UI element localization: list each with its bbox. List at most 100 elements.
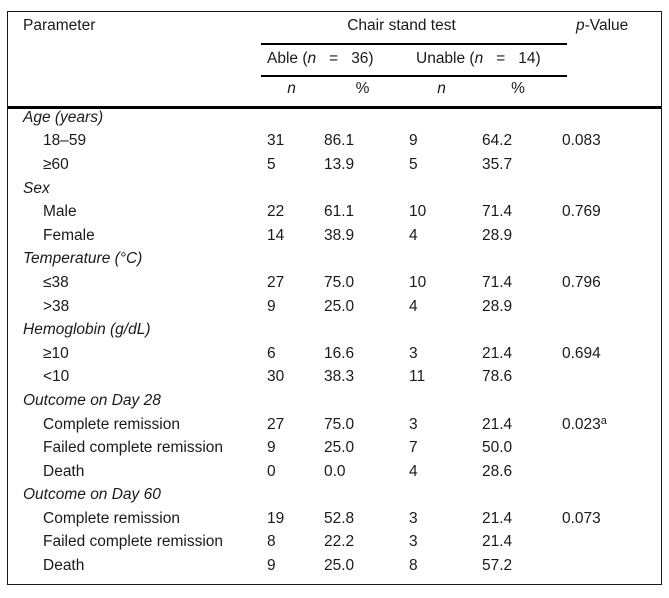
param-cell: ≥10 <box>43 344 69 362</box>
n-able-cell <box>254 389 311 413</box>
n-able-cell: 9 <box>267 557 276 575</box>
param-cell: Death <box>43 462 85 480</box>
pct-unable-cell: 28.9 <box>482 226 513 244</box>
param-cell: Age (years) <box>23 108 104 126</box>
unable-label: Unable ( <box>416 50 475 67</box>
table-row: Temperature (°C) <box>8 248 661 272</box>
n-unable-cell: 10 <box>409 273 427 291</box>
n-unable-subheader: n <box>437 79 446 97</box>
pct-able-cell: 38.3 <box>324 368 355 386</box>
n-unable-cell: 3 <box>409 509 418 527</box>
pvalue-text: 0.073 <box>562 509 601 527</box>
table-row: ≥60 5 13.9 5 35.7 <box>8 153 661 177</box>
n-able-cell: 9 <box>267 439 276 457</box>
pvalue-column-header: p-Value <box>549 12 661 106</box>
table-row: 18–59 31 86.1 9 64.2 0.083 <box>8 130 661 154</box>
param-cell: Failed complete remission <box>43 439 224 457</box>
param-cell: Female <box>43 226 95 244</box>
table-row: Outcome on Day 60 <box>8 484 661 508</box>
table-row: Complete remission 19 52.8 3 21.4 0.073 <box>8 507 661 531</box>
pct-able-cell: 22.2 <box>324 533 355 551</box>
table-row: >38 9 25.0 4 28.9 <box>8 295 661 319</box>
pct-unable-subheader: % <box>511 79 525 97</box>
pvalue-cell <box>549 389 661 413</box>
pvalue-p-symbol: p <box>576 17 585 34</box>
pct-unable-cell: 35.7 <box>482 155 513 173</box>
table-row: Death 0 0.0 4 28.6 <box>8 460 661 484</box>
n-able-cell <box>254 248 311 272</box>
pvalue-cell <box>549 436 661 460</box>
n-able-cell: 0 <box>267 462 276 480</box>
able-n-symbol: n <box>307 50 317 67</box>
able-label: Able ( <box>267 50 308 67</box>
param-cell: Hemoglobin (g/dL) <box>23 321 151 339</box>
n-unable-cell: 7 <box>409 439 418 457</box>
n-able-cell: 27 <box>267 415 285 433</box>
pvalue-cell: 0.073 <box>549 507 661 531</box>
n-unable-cell: 4 <box>409 226 418 244</box>
pct-able-cell: 38.9 <box>324 226 355 244</box>
parameter-column-header: Parameter <box>23 17 96 34</box>
pct-able-cell: 75.0 <box>324 273 355 291</box>
able-equals: = <box>329 50 339 67</box>
pct-unable-cell: 28.9 <box>482 297 513 315</box>
pct-able-cell <box>311 318 396 342</box>
n-able-subheader: n <box>287 79 296 97</box>
pvalue-footnote-marker: a <box>600 414 607 427</box>
n-unable-cell: 10 <box>409 203 427 221</box>
n-unable-cell: 8 <box>409 557 418 575</box>
param-cell: 18–59 <box>43 132 87 150</box>
pct-unable-cell: 78.6 <box>482 368 513 386</box>
pct-unable-cell <box>469 484 549 508</box>
n-unable-cell <box>396 484 469 508</box>
pct-able-cell: 16.6 <box>324 344 355 362</box>
n-unable-cell <box>396 177 469 201</box>
pct-able-cell <box>311 484 396 508</box>
pct-able-cell: 86.1 <box>324 132 355 150</box>
pvalue-cell <box>549 248 661 272</box>
n-unable-cell: 9 <box>409 132 418 150</box>
pvalue-text: 0.023 <box>562 415 601 433</box>
n-unable-cell: 11 <box>409 368 426 386</box>
param-cell: Death <box>43 557 85 575</box>
n-able-cell: 31 <box>267 132 285 150</box>
param-cell: Outcome on Day 28 <box>23 391 161 409</box>
pvalue-cell <box>549 295 661 319</box>
param-cell: Temperature (°C) <box>23 250 143 268</box>
table-row: Female 14 38.9 4 28.9 <box>8 224 661 248</box>
pvalue-cell <box>549 153 661 177</box>
pct-unable-cell: 64.2 <box>482 132 513 150</box>
pct-able-cell: 25.0 <box>324 557 355 575</box>
able-group-header: Able (n = 36) <box>254 43 396 75</box>
table-row: Hemoglobin (g/dL) <box>8 318 661 342</box>
pct-unable-cell: 28.6 <box>482 462 513 480</box>
pvalue-cell <box>549 177 661 201</box>
pvalue-text: 0.694 <box>562 344 601 362</box>
pct-able-cell: 61.1 <box>324 203 355 221</box>
n-unable-cell: 5 <box>409 155 418 173</box>
n-unable-cell: 4 <box>409 462 418 480</box>
pvalue-cell: 0.694 <box>549 342 661 366</box>
n-able-cell: 5 <box>267 155 276 173</box>
header-row-2: Able (n = 36) Unable (n = 14) <box>8 43 661 75</box>
n-able-cell: 19 <box>267 509 285 527</box>
param-cell: Male <box>43 203 77 221</box>
table-row: Death 9 25.0 8 57.2 <box>8 554 661 578</box>
param-cell: Sex <box>23 179 50 197</box>
pct-able-cell: 13.9 <box>324 155 355 173</box>
table-body: Age (years) 18–59 31 86.1 9 64.2 0.083 ≥60 5 13.9… <box>8 106 661 578</box>
pvalue-cell: 0.083 <box>549 130 661 154</box>
unable-equals: = <box>496 50 506 67</box>
pvalue-cell <box>549 318 661 342</box>
n-unable-cell <box>396 389 469 413</box>
n-able-cell: 14 <box>267 226 285 244</box>
n-able-cell: 8 <box>267 533 276 551</box>
pvalue-rest-label: -Value <box>584 17 629 34</box>
rule-below-header <box>8 106 661 109</box>
param-cell: <10 <box>43 368 70 386</box>
pvalue-cell <box>549 224 661 248</box>
pct-able-cell <box>311 177 396 201</box>
pct-able-cell: 0.0 <box>324 462 346 480</box>
table-row: Age (years) <box>8 106 661 130</box>
